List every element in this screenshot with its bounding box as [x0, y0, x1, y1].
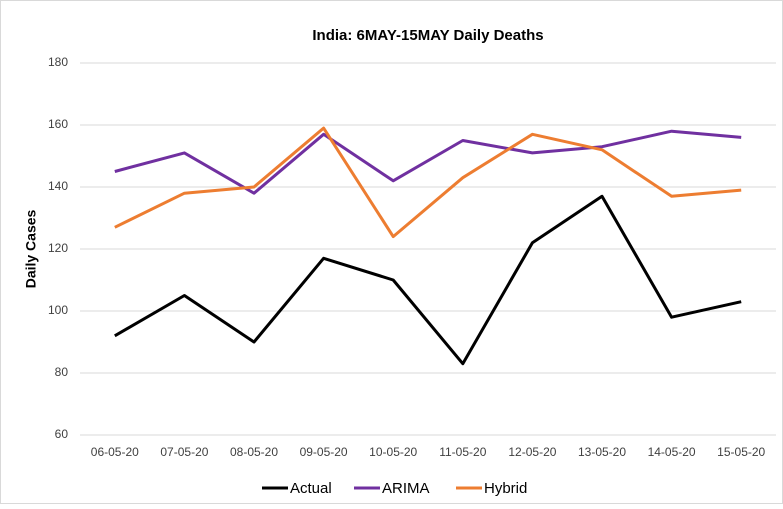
series-line: [114, 126, 742, 239]
chart-title: India: 6MAY-15MAY Daily Deaths: [312, 27, 543, 44]
x-tick-label: 06-05-20: [91, 445, 139, 459]
y-tick-label: 180: [48, 55, 68, 69]
legend-label: ARIMA: [382, 480, 430, 497]
x-tick-label: 12-05-20: [508, 445, 556, 459]
x-tick-label: 11-05-20: [439, 445, 486, 459]
y-tick-label: 80: [55, 365, 69, 379]
x-tick-label: 07-05-20: [160, 445, 208, 459]
x-tick-label: 15-05-20: [717, 445, 765, 459]
y-tick-label: 120: [48, 241, 68, 255]
x-tick-label: 13-05-20: [578, 445, 626, 459]
series-line: [114, 129, 742, 195]
y-tick-label: 60: [55, 427, 69, 441]
legend-label: Hybrid: [484, 480, 527, 497]
x-tick-label: 14-05-20: [648, 445, 696, 459]
x-tick-label: 08-05-20: [230, 445, 278, 459]
y-tick-label: 160: [48, 117, 68, 131]
x-tick-label: 09-05-20: [300, 445, 348, 459]
legend-label: Actual: [290, 480, 332, 497]
series-line: [114, 194, 742, 366]
y-tick-label: 100: [48, 303, 68, 317]
y-axis-label: Daily Cases: [23, 209, 39, 288]
x-tick-label: 10-05-20: [369, 445, 417, 459]
y-tick-label: 140: [48, 179, 68, 193]
